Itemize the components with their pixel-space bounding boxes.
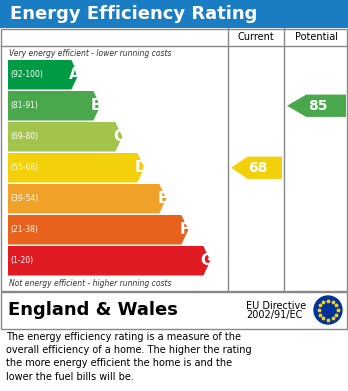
Polygon shape	[8, 91, 101, 120]
Text: (69-80): (69-80)	[10, 132, 38, 141]
Text: 85: 85	[308, 99, 328, 113]
Text: EU Directive: EU Directive	[246, 301, 306, 311]
Polygon shape	[8, 215, 188, 244]
Bar	[1, 292, 347, 329]
Text: The energy efficiency rating is a measure of the
overall efficiency of a home. T: The energy efficiency rating is a measur…	[6, 332, 252, 382]
Polygon shape	[8, 184, 166, 213]
Text: Very energy efficient - lower running costs: Very energy efficient - lower running co…	[9, 49, 172, 58]
Text: (21-38): (21-38)	[10, 225, 38, 234]
Bar	[1, 29, 347, 291]
Text: C: C	[113, 129, 125, 144]
Polygon shape	[8, 153, 144, 183]
Text: 68: 68	[248, 161, 268, 175]
Polygon shape	[231, 156, 282, 179]
Text: F: F	[180, 222, 190, 237]
Text: D: D	[135, 160, 147, 175]
Text: (55-68): (55-68)	[10, 163, 38, 172]
Polygon shape	[8, 246, 211, 276]
Circle shape	[314, 296, 342, 324]
Polygon shape	[8, 122, 122, 151]
Polygon shape	[8, 60, 78, 90]
Text: (81-91): (81-91)	[10, 101, 38, 110]
Text: A: A	[69, 67, 81, 82]
Text: Energy Efficiency Rating: Energy Efficiency Rating	[10, 5, 258, 23]
Polygon shape	[287, 95, 346, 117]
Text: Current: Current	[238, 32, 274, 42]
Text: (1-20): (1-20)	[10, 256, 33, 265]
Text: England & Wales: England & Wales	[8, 301, 178, 319]
Bar	[0, 0, 348, 28]
Text: Not energy efficient - higher running costs: Not energy efficient - higher running co…	[9, 279, 172, 288]
Text: B: B	[91, 98, 103, 113]
Text: (92-100): (92-100)	[10, 70, 43, 79]
Text: G: G	[201, 253, 213, 268]
Text: (39-54): (39-54)	[10, 194, 38, 203]
Text: E: E	[158, 191, 168, 206]
Text: Potential: Potential	[294, 32, 338, 42]
Text: 2002/91/EC: 2002/91/EC	[246, 310, 302, 320]
